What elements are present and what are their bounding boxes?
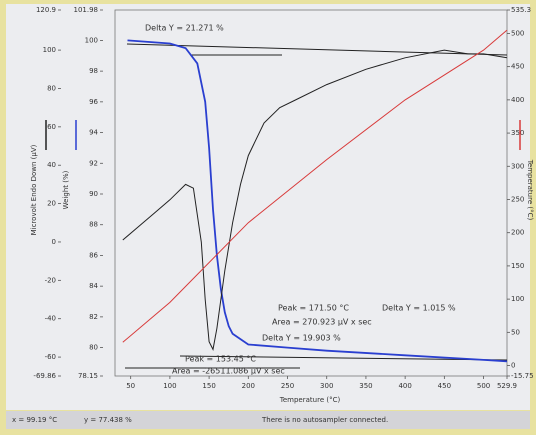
y3-tick-label: 300 bbox=[511, 162, 524, 170]
y2-tick-label: 86 bbox=[89, 251, 98, 259]
y2-tick-label: 94 bbox=[89, 129, 98, 137]
series-line bbox=[127, 39, 508, 363]
annotation: Peak = 153.45 °C bbox=[185, 355, 256, 364]
y2-tick-label: 96 bbox=[89, 98, 98, 106]
y-tick-label: 100 bbox=[43, 46, 56, 54]
plot-frame bbox=[114, 9, 508, 377]
x-tick-label: 250 bbox=[281, 382, 294, 390]
y-tick-label: 0 bbox=[52, 238, 56, 246]
y-tick-label: -20 bbox=[45, 276, 56, 284]
x-tick-label: 50 bbox=[126, 382, 135, 390]
y2-tick-label: 100 bbox=[85, 36, 98, 44]
y2-tick-label: 78.15 bbox=[78, 372, 98, 380]
x-tick-label: 400 bbox=[398, 382, 411, 390]
y2-tick-label: 101.98 bbox=[74, 6, 99, 14]
series-line bbox=[122, 49, 508, 351]
y3-tick-label: 50 bbox=[511, 328, 520, 336]
annotation: Delta Y = 1.015 % bbox=[382, 304, 456, 313]
annotation: Peak = 171.50 °C bbox=[278, 304, 349, 313]
y2-tick-label: 84 bbox=[89, 282, 98, 290]
x-tick-label: 100 bbox=[163, 382, 176, 390]
y3-axis-title: Temperature (°C) bbox=[526, 159, 534, 221]
y-tick-label: 80 bbox=[47, 84, 56, 92]
y3-tick-label: -15.75 bbox=[511, 372, 534, 380]
y3-tick-label: 500 bbox=[511, 29, 524, 37]
y3-tick-label: 400 bbox=[511, 96, 524, 104]
y3-tick-label: 200 bbox=[511, 229, 524, 237]
series-line bbox=[122, 29, 508, 343]
y3-tick-label: 450 bbox=[511, 63, 524, 71]
y-tick-label: 60 bbox=[47, 123, 56, 131]
y-axis-title: Microvolt Endo Down (μV) bbox=[30, 144, 38, 235]
x-tick-label: 150 bbox=[202, 382, 215, 390]
y3-tick-label: 0 bbox=[511, 362, 515, 370]
annotation: Area = -26511.086 μV x sec bbox=[172, 367, 285, 376]
y-tick-label: 40 bbox=[47, 161, 56, 169]
x-tick-label: 350 bbox=[359, 382, 372, 390]
status-text: There is no autosampler connected. bbox=[261, 416, 388, 424]
y3-tick-label: 250 bbox=[511, 195, 524, 203]
baseline-marker bbox=[126, 43, 508, 56]
y2-tick-label: 98 bbox=[89, 67, 98, 75]
y3-tick-label: 350 bbox=[511, 129, 524, 137]
y-tick-label: -40 bbox=[45, 315, 56, 323]
y2-tick-label: 90 bbox=[89, 190, 98, 198]
y2-tick-label: 88 bbox=[89, 221, 98, 229]
x-tick-label: 200 bbox=[242, 382, 255, 390]
y-tick-label: -69.86 bbox=[33, 372, 56, 380]
y-tick-label: -60 bbox=[45, 353, 56, 361]
y2-tick-label: 82 bbox=[89, 313, 98, 321]
status-text: y = 77.438 % bbox=[84, 416, 132, 424]
status-text: x = 99.19 °C bbox=[12, 416, 57, 424]
x-tick-label: 529.9 bbox=[497, 382, 517, 390]
status-bar bbox=[6, 411, 530, 429]
y-tick-label: 120.9 bbox=[36, 6, 56, 14]
x-tick-label: 300 bbox=[320, 382, 333, 390]
annotation: Delta Y = 21.271 % bbox=[145, 24, 224, 33]
y3-tick-label: 535.3 bbox=[511, 6, 531, 14]
baseline-marker bbox=[179, 355, 508, 361]
y2-axis-title: Weight (%) bbox=[62, 170, 70, 209]
x-tick-label: 500 bbox=[477, 382, 490, 390]
x-tick-label: 450 bbox=[438, 382, 451, 390]
x-axis-title: Temperature (°C) bbox=[279, 396, 341, 404]
y2-tick-label: 92 bbox=[89, 159, 98, 167]
annotation: Delta Y = 19.903 % bbox=[262, 334, 341, 343]
y2-tick-label: 80 bbox=[89, 344, 98, 352]
y3-tick-label: 100 bbox=[511, 295, 524, 303]
annotation: Area = 270.923 μV x sec bbox=[272, 318, 372, 327]
y-tick-label: 20 bbox=[47, 200, 56, 208]
y3-tick-label: 150 bbox=[511, 262, 524, 270]
